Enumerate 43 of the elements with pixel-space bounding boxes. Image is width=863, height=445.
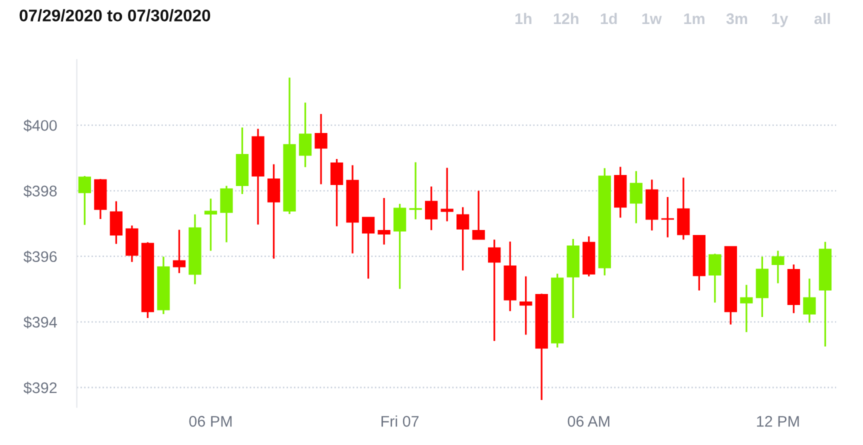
text: 1y (772, 13, 788, 28)
x-tick-label: 12 PM (757, 416, 799, 427)
text: 1d (600, 12, 617, 24)
candlestick (740, 284, 753, 333)
candlestick (472, 190, 485, 240)
candlestick (78, 175, 92, 226)
y-tick-label: $396 (24, 250, 57, 263)
candlestick (661, 196, 674, 238)
text: 3m (726, 13, 748, 24)
candlestick (393, 203, 406, 290)
candlestick (298, 102, 312, 168)
x-tick-label: 06 AM (568, 416, 610, 427)
candlestick (314, 113, 328, 186)
candlestick (803, 278, 816, 324)
candlestick (220, 185, 233, 244)
candlestick (409, 161, 422, 220)
candlestick (708, 252, 722, 304)
candlestick (520, 276, 532, 336)
candlestick (488, 238, 501, 342)
candlestick (330, 158, 344, 228)
y-tick-label: $392 (24, 382, 57, 394)
candlestick (378, 197, 390, 246)
candlestick (110, 200, 123, 245)
y-tick-label: $400 (24, 119, 57, 132)
candlestick (456, 206, 470, 272)
text: 1m (684, 13, 704, 24)
candlestick (424, 186, 438, 231)
text: all (814, 12, 830, 24)
x-tick-label: 06 PM (189, 416, 232, 427)
candlestick (204, 198, 218, 252)
candlestick (172, 228, 186, 274)
candlestick (630, 170, 642, 224)
text: 1w (642, 13, 662, 24)
y-tick-label: $398 (24, 185, 57, 198)
text: 12h (554, 12, 578, 24)
candlestick (440, 166, 454, 222)
candlestick (267, 163, 280, 260)
text: 1h (515, 12, 532, 24)
chart-title: 07/29/2020 to 07/30/2020 (20, 9, 210, 22)
candlestick (362, 216, 375, 280)
x-tick-label: Fri 07 (382, 416, 419, 427)
y-tick-label: $394 (24, 316, 57, 329)
candlestick (772, 250, 784, 284)
